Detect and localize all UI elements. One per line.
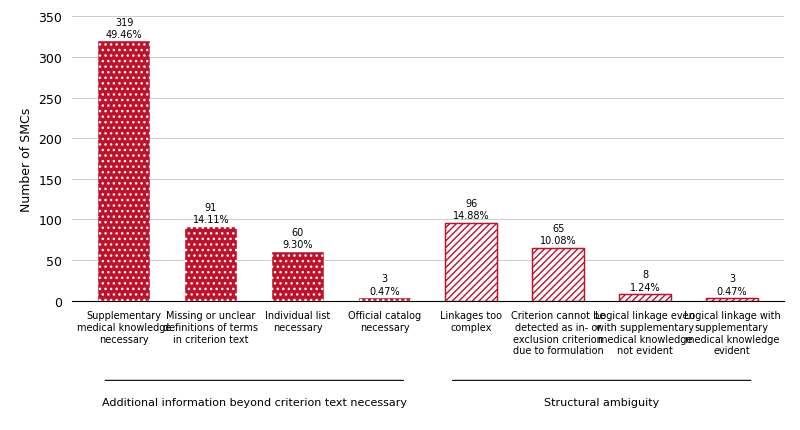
Text: 65
10.08%: 65 10.08% — [540, 224, 577, 246]
Text: 96
14.88%: 96 14.88% — [453, 198, 490, 221]
Text: Structural ambiguity: Structural ambiguity — [544, 397, 659, 408]
Bar — [706, 298, 758, 301]
Text: 319
49.46%: 319 49.46% — [106, 18, 142, 40]
Bar — [446, 223, 498, 301]
Text: 60
9.30%: 60 9.30% — [282, 227, 313, 250]
Bar — [98, 42, 150, 301]
Bar — [446, 223, 498, 301]
Y-axis label: Number of SMCs: Number of SMCs — [20, 107, 33, 211]
Bar — [619, 295, 671, 301]
Bar — [532, 248, 584, 301]
Bar — [272, 252, 324, 301]
Bar — [619, 295, 671, 301]
Text: Additional information beyond criterion text necessary: Additional information beyond criterion … — [102, 397, 407, 408]
Text: 8
1.24%: 8 1.24% — [630, 270, 660, 292]
Bar — [185, 227, 237, 301]
Text: 91
14.11%: 91 14.11% — [193, 203, 230, 225]
Bar — [706, 298, 758, 301]
Bar — [532, 248, 584, 301]
Bar — [358, 298, 410, 301]
Text: 3
0.47%: 3 0.47% — [370, 274, 400, 296]
Text: 3
0.47%: 3 0.47% — [717, 274, 747, 296]
